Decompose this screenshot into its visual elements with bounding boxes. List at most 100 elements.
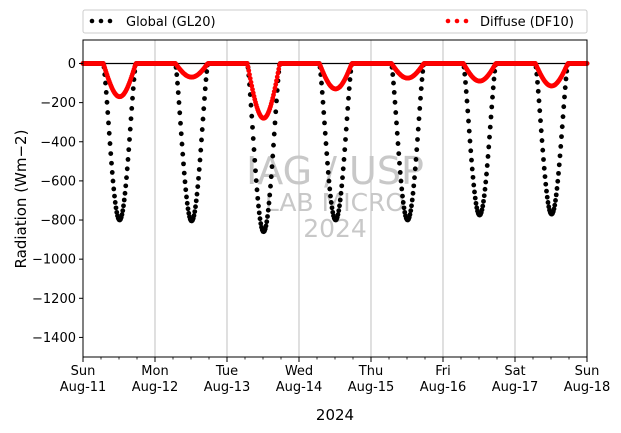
series-diffuse: [80, 61, 590, 121]
global-point: [111, 186, 117, 192]
global-point: [483, 179, 489, 185]
global-point: [328, 193, 333, 199]
global-point: [554, 186, 560, 191]
global-point: [175, 80, 180, 86]
global-point: [251, 147, 257, 152]
global-point: [256, 210, 262, 216]
global-point: [397, 160, 402, 166]
global-point: [126, 147, 132, 153]
global-point: [337, 203, 342, 209]
global-point: [563, 76, 569, 82]
global-point: [562, 85, 568, 91]
global-point: [178, 120, 183, 126]
global-point: [327, 186, 333, 192]
global-point: [400, 193, 405, 199]
x-tick-label-day: Fri: [435, 364, 451, 379]
global-point: [103, 80, 108, 86]
global-point: [553, 192, 559, 198]
global-point: [408, 208, 414, 214]
global-point: [329, 205, 335, 211]
global-point: [537, 108, 543, 114]
global-point: [394, 120, 399, 126]
global-point: [540, 147, 546, 153]
global-point: [177, 110, 183, 116]
global-point: [319, 90, 325, 95]
global-point: [199, 137, 204, 143]
global-point: [466, 128, 472, 134]
global-point: [201, 106, 207, 112]
legend-label-diffuse: Diffuse (DF10): [480, 15, 574, 30]
global-point: [418, 95, 423, 101]
global-point: [489, 104, 495, 110]
global-point: [129, 105, 135, 111]
global-point: [197, 157, 203, 163]
global-point: [491, 76, 497, 82]
global-point: [194, 191, 200, 197]
global-point: [463, 89, 469, 94]
global-point: [336, 208, 342, 214]
global-point: [204, 69, 210, 74]
global-point: [390, 72, 396, 77]
diffuse-point: [275, 70, 281, 76]
global-point: [108, 151, 114, 156]
global-point: [401, 205, 407, 211]
global-point: [543, 181, 549, 187]
global-point: [176, 100, 182, 105]
global-point: [257, 216, 263, 222]
global-point: [417, 105, 423, 111]
global-point: [104, 99, 110, 105]
global-point: [254, 187, 260, 193]
global-point: [249, 113, 255, 119]
x-tick-label-date: Aug-16: [420, 380, 467, 395]
x-tick-label-date: Aug-12: [132, 380, 179, 395]
global-point: [202, 86, 208, 92]
global-point: [409, 203, 414, 209]
global-point: [558, 143, 564, 149]
global-point: [347, 77, 353, 82]
global-point: [468, 148, 474, 154]
diffuse-point: [272, 85, 278, 91]
global-point: [340, 166, 346, 172]
global-point: [553, 198, 558, 203]
global-point: [122, 190, 128, 196]
global-point: [121, 197, 127, 203]
global-point: [555, 178, 561, 184]
x-tick-label-date: Aug-13: [204, 380, 251, 395]
global-point: [265, 207, 271, 213]
y-axis: 0 −200 −400 −600 −800 −1000 −1200 −1400: [32, 57, 83, 346]
global-point: [196, 167, 202, 172]
global-point: [542, 174, 548, 180]
global-point: [466, 118, 471, 124]
global-point: [544, 188, 549, 194]
global-point: [343, 126, 349, 132]
x-tick-label-date: Aug-14: [276, 380, 323, 395]
x-tick-label-day: Sun: [575, 364, 600, 379]
global-point: [464, 98, 470, 104]
legend-box: [82, 9, 588, 34]
global-point: [265, 214, 270, 219]
global-point: [270, 153, 276, 159]
global-point: [407, 212, 413, 217]
global-point: [418, 86, 424, 91]
global-point: [180, 151, 186, 157]
global-point: [469, 166, 475, 172]
legend: Global (GL20) Diffuse (DF10): [82, 9, 588, 34]
y-tick-label: −1000: [32, 253, 76, 268]
global-point: [487, 134, 492, 140]
global-point: [267, 192, 273, 198]
global-point: [487, 124, 493, 130]
global-point: [107, 141, 113, 146]
global-point: [130, 95, 135, 101]
global-point: [552, 202, 558, 208]
global-point: [471, 182, 477, 188]
y-axis-title: Radiation (Wm−2): [12, 130, 30, 269]
global-point: [419, 77, 425, 82]
global-point: [113, 205, 119, 211]
global-point: [340, 175, 345, 181]
global-point: [415, 137, 420, 142]
global-point: [184, 194, 189, 200]
global-point: [128, 116, 134, 122]
diffuse-point: [274, 78, 279, 84]
global-point: [343, 137, 348, 142]
